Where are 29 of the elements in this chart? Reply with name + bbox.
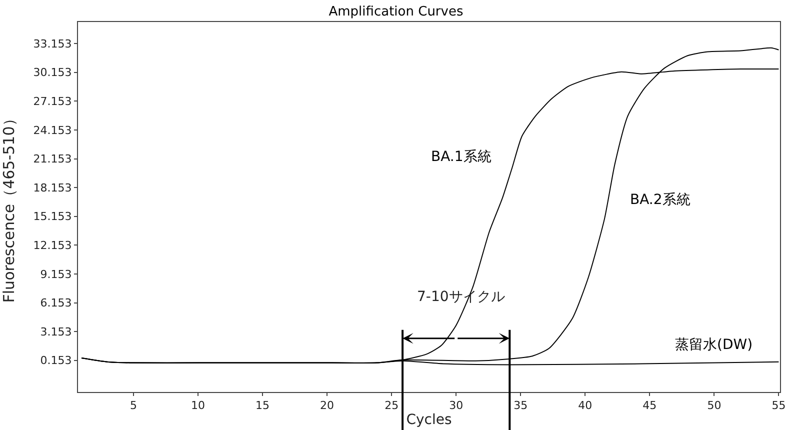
y-tick-label: 18.153: [33, 181, 72, 194]
x-tick-label: 40: [578, 399, 592, 412]
y-tick-label: 6.153: [40, 296, 72, 310]
x-tick-label: 50: [707, 399, 722, 412]
y-tick-label: 12.153: [33, 239, 72, 252]
x-tick-label: 25: [384, 399, 399, 412]
y-tick-label: 9.153: [40, 268, 72, 281]
x-tick-label: 30: [449, 399, 464, 412]
y-tick-label: 30.153: [33, 66, 72, 80]
y-tick-label: 21.153: [33, 152, 72, 166]
y-tick-label: 33.153: [33, 37, 72, 50]
x-tick-label: 45: [642, 399, 657, 412]
y-tick-label: 27.153: [33, 95, 72, 108]
y-tick-label: 3.153: [40, 325, 72, 338]
y-axis-title: Fluorescence（465-510）: [0, 111, 18, 303]
x-axis-title: Cycles: [406, 412, 452, 428]
series-label: BA.1系統: [431, 149, 492, 165]
series-label: 蒸留水(DW): [675, 337, 753, 353]
y-tick-label: 24.153: [33, 124, 72, 137]
x-tick-label: 10: [191, 399, 206, 412]
x-tick-label: 15: [256, 399, 270, 412]
y-tick-label: 0.153: [40, 354, 72, 368]
y-tick-label: 15.153: [33, 210, 72, 224]
x-tick-label: 5: [130, 399, 137, 412]
x-tick-label: 35: [514, 399, 528, 412]
series-label: BA.2系統: [630, 192, 690, 208]
chart-title: Amplification Curves: [328, 4, 464, 20]
x-tick-label: 55: [772, 399, 786, 412]
x-tick-label: 20: [320, 399, 334, 412]
